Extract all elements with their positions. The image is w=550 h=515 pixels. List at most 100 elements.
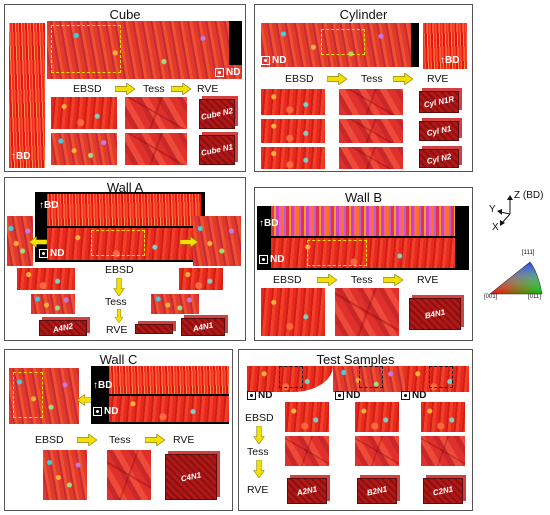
cylinder-ebsd-crop-1: [261, 89, 325, 115]
wall-b-title: Wall B: [344, 190, 383, 205]
cube-tess-1: [125, 97, 187, 129]
wall-a-arrow-down-2: [113, 309, 125, 323]
cylinder-rve-n1: Cyl N1: [419, 121, 459, 141]
ipf-011-label: [011]: [528, 294, 541, 300]
cube-bd-label: ↑BD: [11, 151, 31, 162]
wall-c-roi-left: [13, 372, 43, 418]
wall-c-nd-label: ND: [93, 406, 118, 417]
wall-c-rve-c4n1: C4N1: [165, 454, 217, 500]
test-sample-c-roi: [429, 366, 453, 388]
cube-ebsd-label: EBSD: [73, 83, 102, 95]
wall-a-ebsd-left: [17, 268, 75, 290]
ipf-111-label: [111]: [522, 250, 535, 256]
cube-tess-2: [125, 133, 187, 165]
cylinder-bd-map: [423, 23, 467, 69]
cylinder-panel: Cylinder ND ↑BD EBSD Tess RVE Cyl N1R Cy…: [254, 4, 473, 172]
wall-c-tess: [107, 450, 151, 500]
cube-title: Cube: [109, 7, 141, 22]
test-tess-c: [421, 436, 465, 466]
wall-c-panel: Wall C ↑BD ND EBSD Tess RVE C4N1: [4, 349, 233, 511]
wall-a-tess-label: Tess: [105, 296, 127, 308]
wall-c-title: Wall C: [99, 352, 138, 367]
test-nd-label-c: ND: [401, 390, 426, 401]
test-rve-c2n1: C2N1: [423, 478, 463, 504]
cube-rve-n2: Cube N2: [199, 99, 235, 129]
wall-a-rve-mid: [135, 324, 173, 334]
wall-a-arrow-down-1: [113, 278, 125, 296]
test-ebsd-c: [421, 402, 465, 432]
wall-c-tess-label: Tess: [109, 434, 131, 446]
wall-a-rve-label: RVE: [106, 324, 128, 336]
wall-c-left-map: [9, 368, 79, 424]
wall-b-bd-map: [271, 206, 455, 236]
axis-z-label: Z (BD): [514, 190, 544, 201]
wall-b-bd-label: ↑BD: [259, 218, 279, 229]
wall-c-ebsd-crop: [43, 450, 87, 500]
cylinder-rve-n1r: Cyl N1R: [419, 91, 459, 113]
cube-ebsd-crop-2: [51, 133, 117, 165]
cube-ebsd-crop-1: [51, 97, 117, 129]
test-tess-a: [285, 436, 329, 466]
cube-tess-label: Tess: [143, 83, 165, 95]
cylinder-arrow-1: [327, 73, 347, 85]
cylinder-ebsd-label: EBSD: [285, 73, 314, 85]
cube-roi-box: [51, 25, 121, 73]
cylinder-rve-label: RVE: [427, 73, 449, 85]
ipf-legend: [111] [001] [011]: [484, 250, 548, 300]
axes-triad: Z (BD) Y X: [488, 190, 548, 240]
wall-c-nd-map: [109, 396, 229, 422]
wall-a-bd-label: ↑BD: [39, 200, 59, 211]
test-rve-b2n1: B2N1: [357, 478, 397, 504]
wall-a-left-map: [7, 216, 33, 266]
wall-a-ebsd-right: [179, 268, 223, 290]
wall-c-arrow-2: [145, 434, 165, 446]
cylinder-ebsd-crop-2: [261, 119, 325, 143]
test-ebsd-b: [355, 402, 399, 432]
test-rve-a2n1: A2N1: [287, 478, 327, 504]
wall-a-ebsd-label: EBSD: [105, 264, 134, 276]
wall-b-nd-label: ND: [259, 254, 284, 265]
axis-y-label: Y: [489, 204, 496, 215]
cylinder-rve-n2: Cyl N2: [419, 149, 459, 168]
wall-a-arrow-left: [29, 236, 47, 248]
cube-arrow-1: [115, 83, 135, 95]
wall-b-arrow-2: [383, 274, 403, 286]
wall-a-tess-right: [151, 294, 199, 314]
wall-b-roi-box: [307, 240, 367, 266]
wall-a-nd-map: [47, 228, 201, 260]
cylinder-title: Cylinder: [339, 7, 388, 22]
cylinder-roi-box: [321, 29, 365, 55]
wall-a-bd-map: [47, 194, 201, 226]
cylinder-tess-3: [339, 147, 403, 169]
wall-b-tess-label: Tess: [351, 274, 373, 286]
axis-x-label: X: [492, 222, 499, 233]
wall-b-ebsd-label: EBSD: [273, 274, 302, 286]
test-arrow-down-2: [253, 460, 265, 478]
cube-rve-label: RVE: [197, 83, 219, 95]
cube-ebsd-map: [47, 21, 242, 79]
cube-nd-label: ND: [215, 67, 240, 78]
test-samples-title: Test Samples: [316, 352, 395, 367]
test-nd-label-a: ND: [247, 390, 272, 401]
cylinder-nd-label: ND: [261, 55, 286, 66]
wall-b-panel: Wall B ↑BD ND EBSD Tess RVE B4N1: [254, 187, 473, 341]
test-ebsd-label: EBSD: [245, 412, 274, 424]
wall-c-bd-label: ↑BD: [93, 380, 113, 391]
cylinder-ebsd-map: [261, 23, 411, 67]
test-arrow-down-1: [253, 426, 265, 444]
test-sample-b-roi: [359, 366, 383, 388]
test-rve-label: RVE: [247, 484, 269, 496]
cylinder-tess-1: [339, 89, 403, 115]
wall-a-rve-a4n1: A4N1: [181, 318, 225, 336]
ipf-001-label: [001]: [484, 294, 498, 300]
wall-a-nd-label: ND: [39, 248, 64, 259]
wall-c-bd-map: [109, 366, 229, 394]
cylinder-tess-label: Tess: [361, 73, 383, 85]
wall-a-title: Wall A: [106, 180, 144, 195]
cylinder-ebsd-crop-3: [261, 147, 325, 169]
wall-b-rve-b4n1: B4N1: [409, 298, 461, 330]
test-nd-label-b: ND: [335, 390, 360, 401]
wall-b-nd-map: [271, 238, 455, 268]
wall-a-panel: Wall A ↑BD ND EBSD Tess RVE A4N2 A4N1: [4, 177, 246, 341]
cube-panel: Cube ↑BD ND EBSD Tess RVE Cube N2 Cube N…: [4, 4, 246, 172]
